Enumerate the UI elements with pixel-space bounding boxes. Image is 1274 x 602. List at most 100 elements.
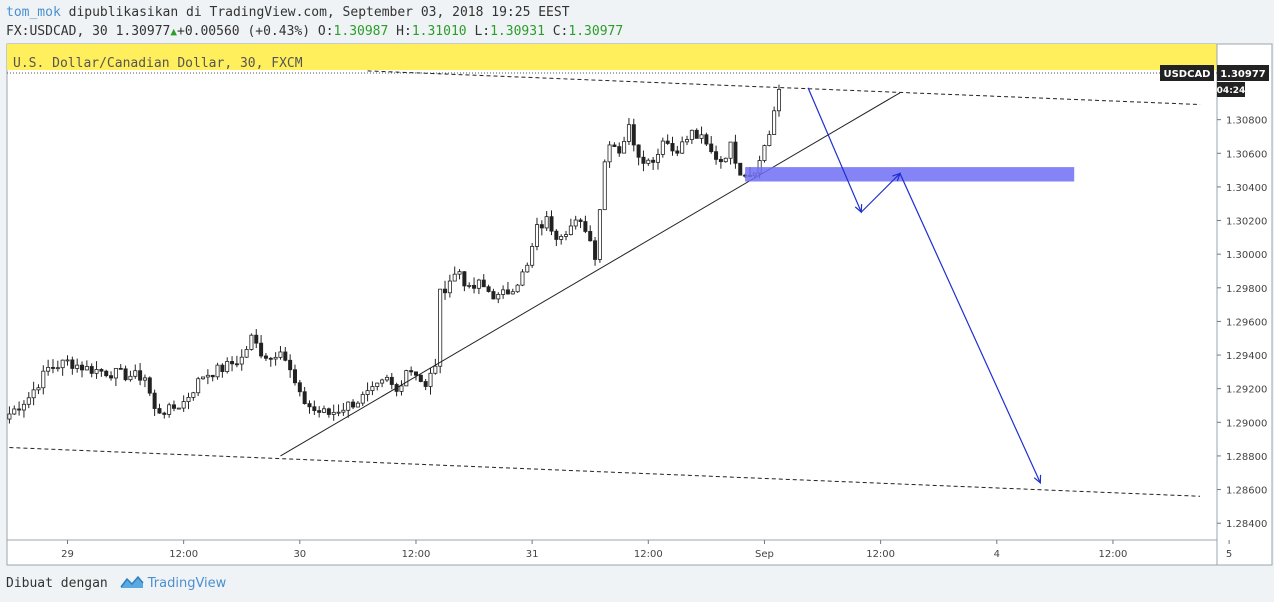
candle-body	[723, 157, 728, 163]
candle-body	[288, 359, 293, 371]
channel-dashed-line[interactable]	[9, 447, 1201, 497]
tradingview-logo-icon[interactable]	[120, 574, 144, 590]
support-trendline[interactable]	[280, 92, 901, 457]
candle-body	[191, 392, 196, 398]
candle-body	[60, 359, 65, 369]
candle-body	[675, 150, 680, 154]
candle-body	[375, 382, 380, 387]
candle-body	[26, 397, 31, 405]
candle-body	[70, 359, 75, 369]
candle-body	[452, 273, 457, 282]
l-value: 1.30931	[490, 24, 545, 39]
candle-body	[307, 403, 312, 408]
candle-body	[520, 271, 525, 286]
candle-body	[7, 413, 12, 420]
candle-body	[384, 376, 389, 381]
candle-body	[496, 294, 501, 300]
x-tick-label: 4	[994, 549, 1000, 560]
candle-body	[564, 234, 569, 237]
price-badge-box	[1217, 65, 1269, 81]
candle-body	[641, 156, 646, 164]
candle-body	[699, 134, 704, 139]
projection-path[interactable]	[807, 87, 1041, 484]
candle-body	[292, 369, 297, 384]
x-tick-label: 12:00	[866, 549, 895, 560]
up-arrow-icon: ▲	[170, 25, 177, 38]
candle-body	[685, 139, 690, 143]
resistance-zone[interactable]	[745, 167, 1075, 182]
title-highlight	[7, 44, 1217, 70]
candle-body	[268, 357, 273, 360]
candle-body	[147, 377, 152, 394]
countdown-box	[1217, 82, 1245, 97]
candle-body	[481, 279, 486, 288]
candle-body	[162, 412, 167, 415]
candle-body	[636, 144, 641, 158]
candle-body	[89, 366, 94, 374]
symbol-text: FX:USDCAD, 30 1.30977	[6, 24, 171, 39]
candle-body	[249, 334, 254, 350]
c-value: 1.30977	[568, 24, 624, 39]
candle-body	[322, 408, 327, 413]
candle-body	[544, 216, 549, 229]
candle-body	[263, 355, 268, 359]
candle-body	[612, 144, 617, 147]
y-tick-label: 1.28800	[1226, 452, 1267, 463]
candle-body	[336, 411, 341, 414]
candle-body	[36, 387, 41, 391]
candle-body	[443, 288, 448, 294]
candle-body	[404, 370, 409, 387]
candle-body	[133, 370, 138, 377]
y-tick-label: 1.30600	[1226, 149, 1267, 160]
publish-info: tom_mok dipublikasikan di TradingView.co…	[6, 5, 570, 20]
tradingview-link[interactable]: TradingView	[147, 576, 227, 591]
publish-text: dipublikasikan di TradingView.com, Septe…	[60, 5, 570, 20]
x-tick-label: Sep	[755, 549, 774, 560]
candle-body	[259, 342, 264, 357]
channel-dashed-line[interactable]	[367, 70, 1201, 106]
candle-body	[283, 351, 288, 361]
candle-body	[505, 289, 510, 295]
candle-body	[622, 140, 627, 154]
candle-body	[602, 161, 607, 211]
candle-body	[380, 379, 385, 384]
candle-body	[138, 370, 143, 381]
author-link[interactable]: tom_mok	[6, 5, 61, 20]
candle-body	[230, 361, 235, 365]
candle-body	[46, 367, 51, 372]
x-tick-label: 5	[1226, 549, 1232, 560]
footer: Dibuat dengan TradingView	[6, 574, 226, 591]
candle-body	[694, 129, 699, 139]
candle-body	[157, 408, 162, 414]
arrowhead-icon	[892, 172, 901, 182]
candle-body	[297, 382, 302, 393]
candle-body	[534, 224, 539, 247]
candle-body	[152, 392, 157, 409]
candle-body	[680, 141, 685, 154]
candle-body	[486, 286, 491, 292]
candle-body	[254, 334, 259, 344]
o-value: 1.30987	[333, 24, 389, 39]
candle-body	[423, 381, 428, 387]
candle-body	[41, 370, 46, 389]
candle-body	[75, 364, 80, 369]
candle-body	[626, 124, 631, 142]
candle-body	[302, 391, 307, 405]
candle-body	[234, 363, 239, 366]
candle-body	[355, 402, 360, 408]
countdown-text: 04:24	[1217, 86, 1246, 96]
candle-body	[399, 385, 404, 392]
candle-body	[142, 377, 147, 381]
h-value: 1.31010	[411, 24, 467, 39]
candle-body	[515, 284, 520, 293]
candle-body	[510, 291, 515, 295]
x-tick-label: 12:00	[169, 549, 198, 560]
chart-title: U.S. Dollar/Canadian Dollar, 30, FXCM	[13, 56, 303, 71]
candle-body	[181, 401, 186, 409]
candle-body	[370, 386, 375, 392]
candle-body	[128, 375, 133, 381]
x-tick-label: 30	[293, 549, 306, 560]
candle-body	[118, 367, 123, 370]
candle-body	[244, 349, 249, 358]
